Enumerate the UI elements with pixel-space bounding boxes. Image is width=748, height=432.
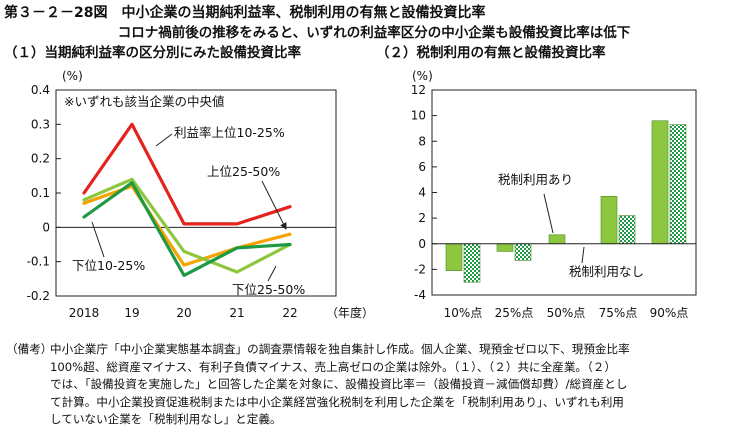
leader-low10-25 xyxy=(91,221,105,258)
bar-tax-not-used xyxy=(463,243,481,283)
left-y-tick-label: -0.2 xyxy=(27,289,50,303)
line-series-2 xyxy=(82,184,292,267)
notes-block: （備考） 中小企業庁「中小企業実態基本調査」の調査票情報を独自集計し作成。個人企… xyxy=(6,341,744,429)
right-y-tick-label: 6 xyxy=(418,160,426,174)
leader-tax-not-used xyxy=(581,246,585,264)
right-x-tick-label: 75%点 xyxy=(599,306,638,320)
notes-label: （備考） xyxy=(6,342,53,356)
line-series-1 xyxy=(82,122,292,226)
line-series-3 xyxy=(82,177,292,274)
leader-top25-50 xyxy=(261,180,287,230)
left-unit-label: (%) xyxy=(62,69,83,83)
line-chart: (%) ※いずれも該当企業の中央値 0.40.30.20.10-0.1-0.2 … xyxy=(27,69,374,320)
leader-tax-used xyxy=(543,193,554,234)
right-y-tick-label: 4 xyxy=(418,186,426,200)
left-y-tick-label: 0 xyxy=(42,220,50,234)
bar-tax-not-used xyxy=(618,215,636,245)
right-chart-heading: （２）税制利用の有無と設備投資比率 xyxy=(376,45,606,61)
notes-line: していない企業を「税制利用なし」と定義。 xyxy=(50,412,282,426)
bar-tax-used xyxy=(496,243,514,252)
right-y-tick-label: 2 xyxy=(418,211,426,225)
left-y-tick-label: 0.2 xyxy=(31,152,50,166)
bar-tax-used xyxy=(600,196,618,245)
right-unit-label: (%) xyxy=(412,69,433,83)
left-note: ※いずれも該当企業の中央値 xyxy=(64,94,224,109)
right-x-tick-label: 50%点 xyxy=(547,306,586,320)
bar-tax-used xyxy=(445,243,463,271)
label-top25-50: 上位25-50% xyxy=(207,164,280,179)
left-y-tick-label: 0.1 xyxy=(31,186,50,200)
notes-line: 100%超、総資産マイナス、有利子負債マイナス、売上高ゼロの企業は除外。（１）、… xyxy=(50,359,616,374)
figure-title: 第３－２－28図 中小企業の当期純利益率、税制利用の有無と設備投資比率 xyxy=(4,5,486,21)
bar-tax-not-used xyxy=(514,243,532,261)
right-y-tick-label: -2 xyxy=(414,262,426,276)
left-chart-heading: （１）当期純利益率の区分別にみた設備投資比率 xyxy=(4,45,301,61)
notes-line: て計算。中小企業投資促進税制または中小企業経営強化税制を利用した企業を「税制利用… xyxy=(50,394,624,409)
label-tax-not-used: 税制利用なし xyxy=(569,264,644,279)
label-low25-50: 下位25-50% xyxy=(232,282,305,297)
right-y-tick-label: 8 xyxy=(418,134,426,148)
right-x-tick-label: 25%点 xyxy=(495,306,534,320)
leader-top10-25 xyxy=(155,133,173,147)
right-y-tick-label: 12 xyxy=(411,83,426,97)
left-x-tick-label: 21 xyxy=(229,306,244,320)
bar-chart: (%) 12 10 8 6 4 2 0 -2 -4 10%点 25%点 50%点 75%点 90%点 税… xyxy=(411,69,697,320)
notes-line: 中小企業庁「中小企業実態基本調査」の調査票情報を独自集計し作成。個人企業、現預金… xyxy=(50,342,630,356)
left-x-unit-label: （年度） xyxy=(326,305,374,320)
right-y-tick-label: 0 xyxy=(418,237,426,251)
right-y-tick-label: -4 xyxy=(414,288,426,302)
left-x-tick-label: 20 xyxy=(176,306,191,320)
left-y-tick-label: 0.4 xyxy=(31,83,50,97)
bar-tax-used xyxy=(651,120,669,245)
left-y-tick-label: 0.3 xyxy=(31,117,50,131)
right-x-tick-label: 90%点 xyxy=(650,306,689,320)
figure-subtitle: コロナ禍前後の推移をみると、いずれの利益率区分の中小企業も設備投資比率は低下 xyxy=(117,25,631,41)
label-top10-25: 利益率上位10-25% xyxy=(174,125,285,140)
leader-low25-50 xyxy=(267,265,277,282)
label-low10-25: 下位10-25% xyxy=(72,258,145,273)
line-series-4 xyxy=(82,181,292,277)
bar-tax-not-used xyxy=(669,124,687,245)
right-y-tick-label: 10 xyxy=(411,109,426,123)
left-x-tick-label: 19 xyxy=(124,306,139,320)
label-tax-used: 税制利用あり xyxy=(498,172,573,187)
left-x-tick-label: 22 xyxy=(282,306,297,320)
bar-tax-used xyxy=(548,234,566,245)
left-y-tick-label: -0.1 xyxy=(27,255,50,269)
notes-line: では、「設備投資を実施した」と回答した企業を対象に、設備投資比率＝（設備投資－減… xyxy=(50,377,628,391)
left-x-tick-label: 2018 xyxy=(69,306,100,320)
right-x-tick-label: 10%点 xyxy=(444,306,483,320)
charts-canvas: (%) ※いずれも該当企業の中央値 0.40.30.20.10-0.1-0.2 … xyxy=(27,69,697,320)
